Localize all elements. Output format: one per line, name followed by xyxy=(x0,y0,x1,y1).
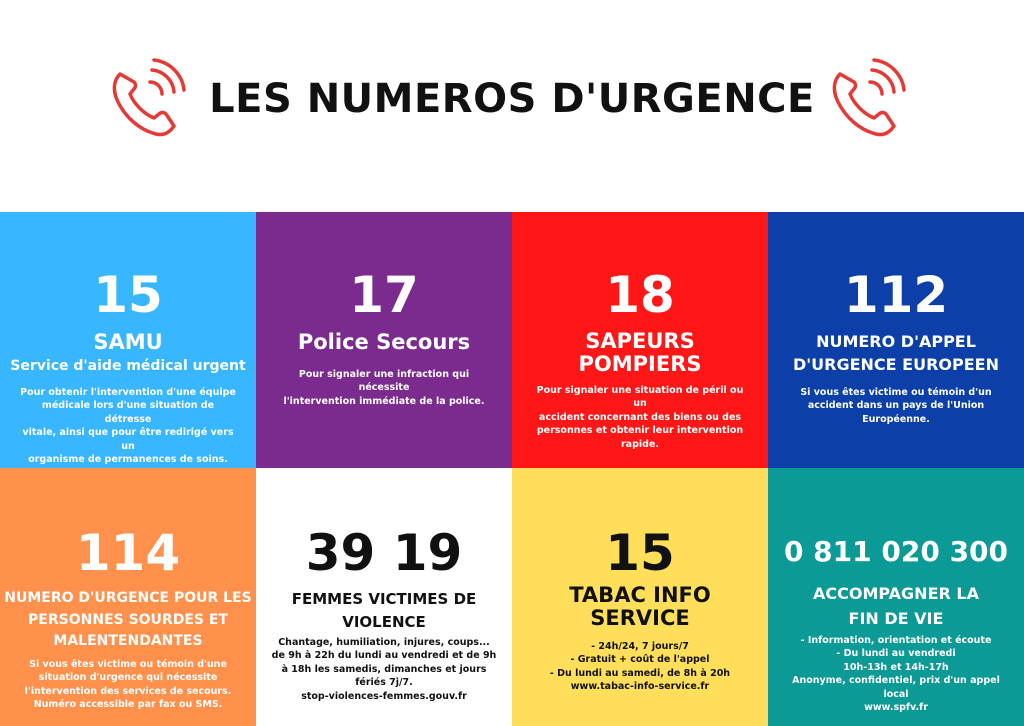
card-title: SAMU xyxy=(93,330,163,354)
card-description: - 24h/24, 7 jours/7 - Gratuit + coût de … xyxy=(549,641,731,693)
card-number: 17 xyxy=(349,266,419,324)
card-description: - Information, orientation et écoute - D… xyxy=(792,635,1000,714)
card-title: Police Secours xyxy=(297,330,471,354)
card-description: Pour signaler une situation de péril ou … xyxy=(536,385,744,450)
card-police: 17 Police Secours Pour signaler une infr… xyxy=(256,212,512,468)
card-fin-de-vie: 0 811 020 300 ACCOMPAGNER LA FIN DE VIE … xyxy=(768,468,1024,726)
header: LES NUMEROS D'URGENCE xyxy=(0,0,1024,212)
card-title: TABAC INFO SERVICE xyxy=(569,583,711,631)
card-title: ACCOMPAGNER LA FIN DE VIE xyxy=(813,584,979,628)
card-description: Si vous êtes victime ou témoin d'une sit… xyxy=(24,659,232,711)
card-number: 112 xyxy=(843,266,949,324)
card-number: 15 xyxy=(605,524,675,582)
card-europe: 112 NUMERO D'APPEL D'URGENCE EUROPEEN Si… xyxy=(768,212,1024,468)
card-tabac: 15 TABAC INFO SERVICE - 24h/24, 7 jours/… xyxy=(512,468,768,726)
card-sourds: 114 NUMERO D'URGENCE POUR LES PERSONNES … xyxy=(0,468,256,726)
card-number: 39 19 xyxy=(305,524,463,582)
card-description: Si vous êtes victime ou témoin d'un acci… xyxy=(800,387,992,425)
page-title: LES NUMEROS D'URGENCE xyxy=(209,76,815,122)
card-title: SAPEURS POMPIERS xyxy=(578,329,702,377)
phone-ringing-icon xyxy=(112,58,186,137)
card-pompiers: 18 SAPEURS POMPIERS Pour signaler une si… xyxy=(512,212,768,468)
card-number: 18 xyxy=(605,266,675,324)
card-title: FEMMES VICTIMES DE VIOLENCE xyxy=(291,590,477,632)
card-violences: 39 19 FEMMES VICTIMES DE VIOLENCE Chanta… xyxy=(256,468,512,726)
card-number: 15 xyxy=(93,266,163,324)
card-description: Pour signaler une infraction qui nécessi… xyxy=(283,369,485,407)
card-title: NUMERO D'APPEL D'URGENCE EUROPEEN xyxy=(792,332,999,375)
phone-ringing-icon xyxy=(832,58,906,137)
card-number: 114 xyxy=(75,524,181,582)
card-subtitle: Service d'aide médical urgent xyxy=(10,358,246,374)
emergency-grid: 15 SAMU Service d'aide médical urgent Po… xyxy=(0,212,1024,726)
card-samu: 15 SAMU Service d'aide médical urgent Po… xyxy=(0,212,256,468)
card-title: NUMERO D'URGENCE POUR LES PERSONNES SOUR… xyxy=(4,590,252,650)
card-number: 0 811 020 300 xyxy=(783,535,1009,568)
card-description: Pour obtenir l'intervention d'une équipe… xyxy=(20,387,236,466)
card-description: Chantage, humiliation, injures, coups...… xyxy=(271,637,497,702)
